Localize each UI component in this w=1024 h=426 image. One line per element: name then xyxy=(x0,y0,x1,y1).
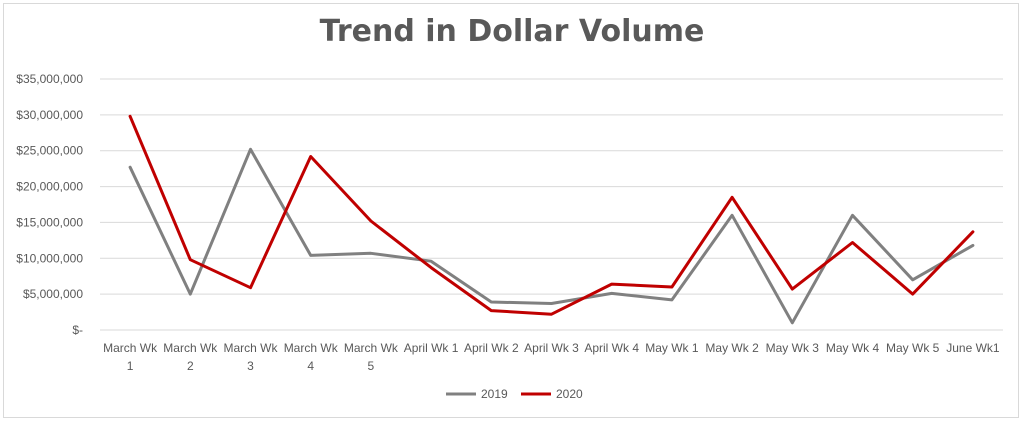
y-axis-labels: $- $5,000,000 $10,000,000 $15,000,000 $20,00… xyxy=(16,72,83,337)
series-line-2019 xyxy=(128,147,975,325)
x-tick-label: May Wk 4 xyxy=(826,341,880,355)
y-tick-label: $30,000,000 xyxy=(16,108,83,122)
chart-title: Trend in Dollar Volume xyxy=(319,14,705,49)
x-tick-label: April Wk 4 xyxy=(584,341,639,355)
x-tick-label: June Wk1 xyxy=(946,341,1000,355)
y-tick-label: $15,000,000 xyxy=(16,215,83,229)
x-tick-label: May Wk 5 xyxy=(886,341,940,355)
x-tick-label: April Wk 2 xyxy=(464,341,519,355)
y-tick-label: $25,000,000 xyxy=(16,144,83,158)
y-tick-label: $35,000,000 xyxy=(16,72,83,86)
y-tick-label: $10,000,000 xyxy=(16,251,83,265)
y-tick-label: $20,000,000 xyxy=(16,180,83,194)
legend: 2019 2020 xyxy=(446,387,583,401)
y-tick-label: $5,000,000 xyxy=(23,287,83,301)
x-tick-label: 5 xyxy=(368,359,375,373)
legend-label-2019: 2019 xyxy=(481,387,508,401)
x-tick-label: 2 xyxy=(187,359,194,373)
x-tick-label: 3 xyxy=(247,359,254,373)
series-line-2020 xyxy=(128,114,975,316)
x-tick-label: March Wk xyxy=(103,341,158,355)
x-tick-label: March Wk xyxy=(284,341,339,355)
x-axis-labels: March Wk 1 March Wk 2 March Wk 3 March Wk 4 Marc… xyxy=(103,341,1000,373)
x-tick-label: 4 xyxy=(307,359,314,373)
x-tick-label: March Wk xyxy=(344,341,399,355)
x-tick-label: May Wk 2 xyxy=(705,341,759,355)
legend-label-2020: 2020 xyxy=(556,387,583,401)
x-tick-label: 1 xyxy=(127,359,134,373)
x-tick-label: May Wk 1 xyxy=(645,341,699,355)
chart-frame xyxy=(3,3,1019,418)
series-lines xyxy=(128,114,975,325)
x-tick-label: May Wk 3 xyxy=(766,341,820,355)
x-tick-label: April Wk 1 xyxy=(404,341,459,355)
y-tick-label: $- xyxy=(72,323,83,337)
x-tick-label: March Wk xyxy=(224,341,279,355)
gridlines xyxy=(100,78,1003,331)
x-tick-label: March Wk xyxy=(163,341,218,355)
x-tick-label: April Wk 3 xyxy=(524,341,579,355)
